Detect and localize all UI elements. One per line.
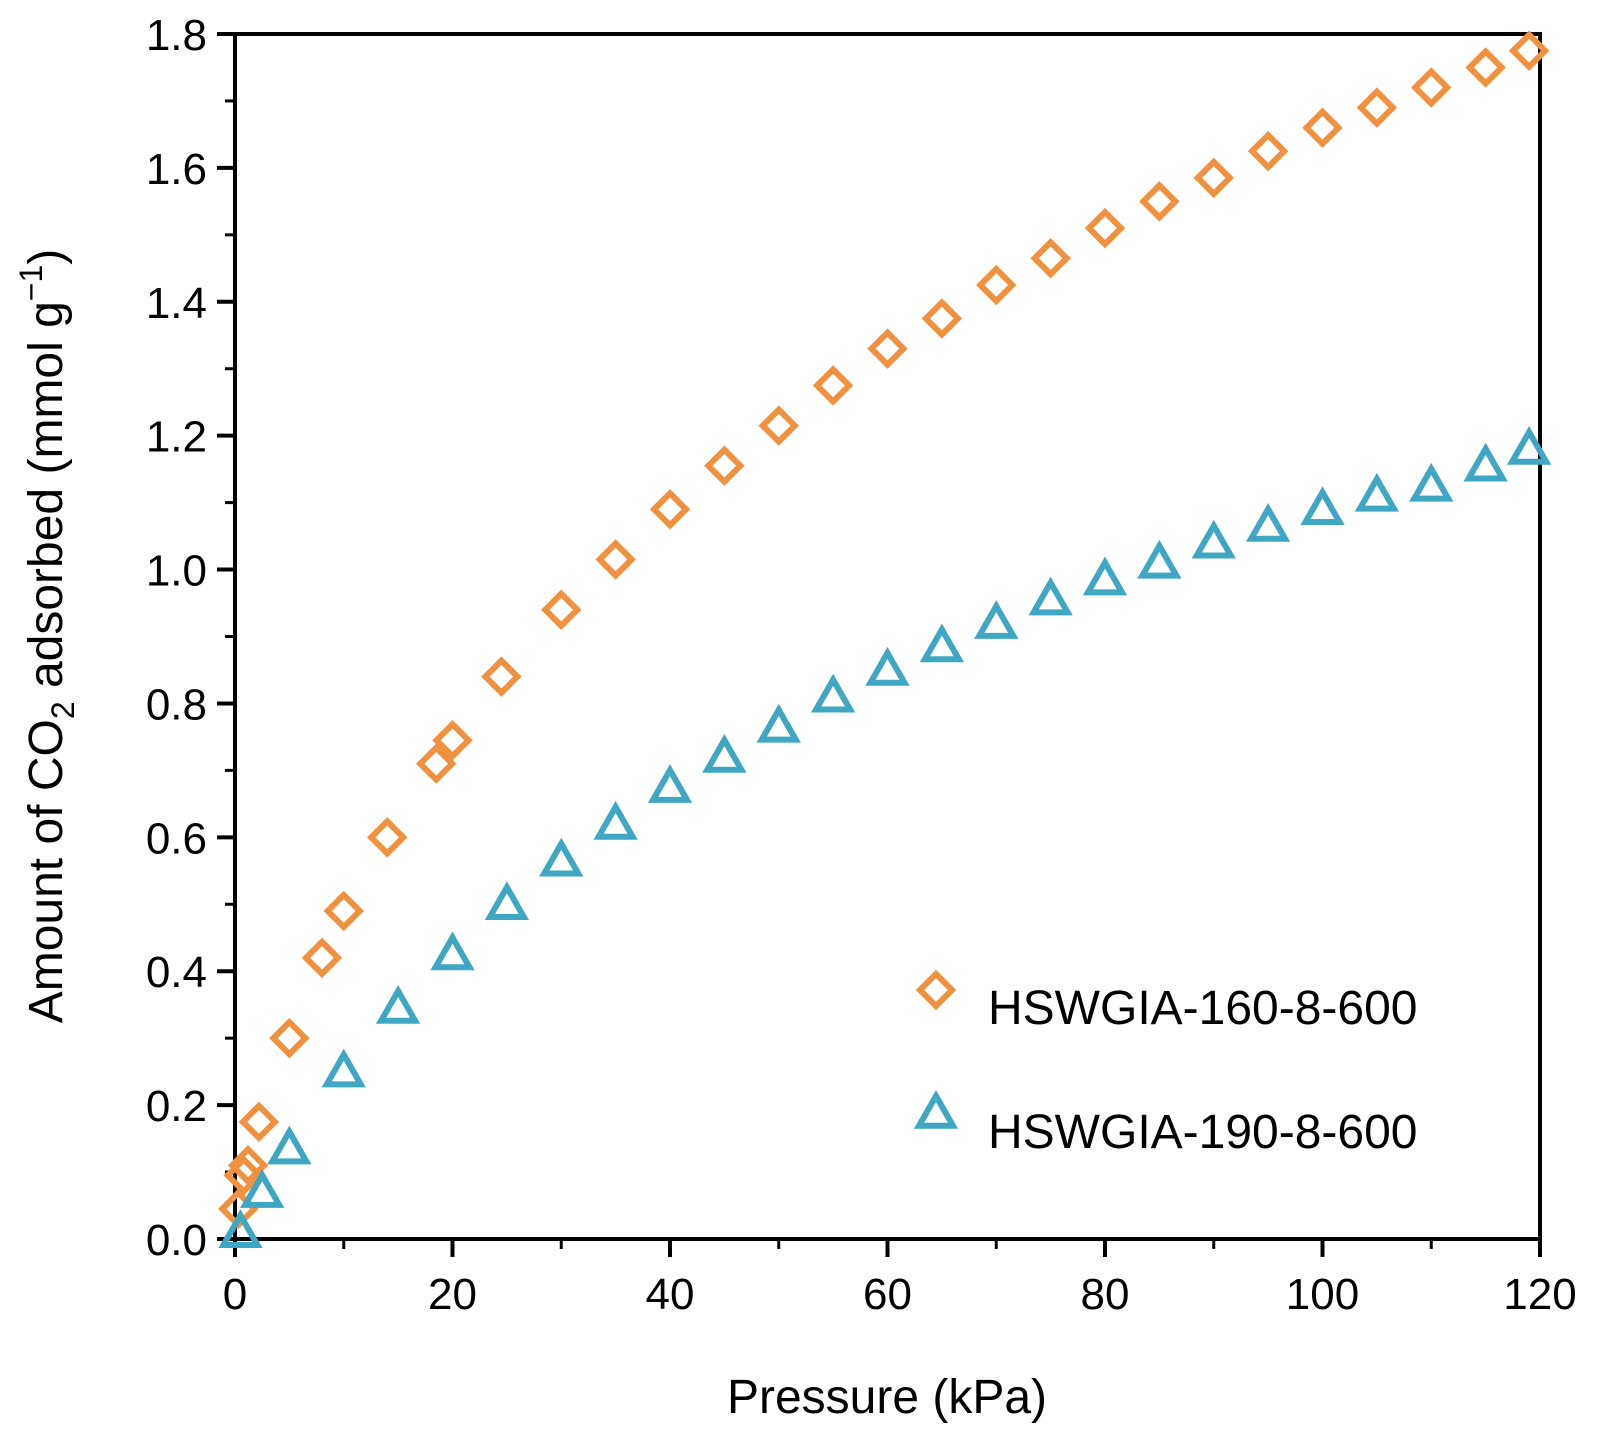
y-tick-label: 1.0 [146,547,207,596]
triangle-point [1191,519,1236,559]
triangle-point [430,931,475,971]
major-ticks [217,32,1542,1257]
triangle-point [702,733,747,773]
diamond-point [758,405,799,446]
triangle-point [810,673,856,713]
diamond-point [595,539,636,580]
triangle-point [974,600,1019,639]
triangle-point [1082,556,1128,596]
diamond-point [649,489,691,530]
diamond-point [704,445,745,487]
y-tick-label: 0.0 [146,1216,207,1265]
x-tick-label: 0 [223,1270,247,1319]
triangle-point [267,1125,312,1165]
triangle-point [1409,462,1454,502]
plot-frame [233,32,1542,1241]
legend-triangle-shape [913,1089,959,1129]
triangle-point [375,984,421,1024]
y-tick-label: 1.8 [146,11,207,60]
triangle-point [1245,502,1291,542]
y-axis-title-prefix: Amount of CO [20,719,73,1023]
triangle-point [1028,576,1073,616]
y-tick-label: 1.4 [146,279,207,328]
y-tick-label: 0.4 [146,948,207,997]
diamond-point [921,298,963,339]
triangle-point [756,703,801,743]
y-tick-label: 1.2 [146,413,207,462]
legend-label-hswgia-160: HSWGIA-160-8-600 [988,982,1418,1035]
legend-label-hswgia-190: HSWGIA-190-8-600 [988,1106,1418,1159]
diamond-point [1084,207,1126,249]
diamond-point [1508,30,1550,71]
x-tick-labels: 0 20 40 60 80 100 120 [223,1270,1577,1319]
diamond-point [1411,67,1452,108]
diamond-point [367,817,408,858]
triangle-point [1463,442,1508,482]
y-axis-title-middle: adsorbed (mmol g [20,301,73,701]
triangle-point [539,837,584,877]
legend-diamond-shape [915,969,957,1011]
series-triangle [218,426,1552,1249]
x-tick-label: 120 [1503,1270,1576,1319]
diamond-point [1247,130,1289,172]
triangle-point [218,1209,263,1249]
diamond-point [1465,47,1506,88]
triangle-point [1354,472,1400,512]
diamond-point [323,890,364,932]
diamond-point [1302,107,1343,148]
diamond-point [415,743,457,784]
triangle-point [484,881,530,921]
x-tick-label: 80 [1081,1270,1130,1319]
triangle-point [240,1169,285,1208]
diamond-point [301,937,343,979]
y-tick-labels: 0.0 0.2 0.4 0.6 0.8 1.0 1.2 1.4 1.6 1.8 [146,11,207,1265]
y-tick-label: 1.6 [146,145,207,194]
diamond-point [1030,238,1071,279]
diamond-point [238,1101,280,1143]
triangle-point [647,764,693,803]
y-axis-title-subscript: 2 [45,701,81,719]
diamond-point [1193,157,1234,199]
diamond-point [1356,87,1398,128]
y-axis-title-suffix: ) [20,249,73,265]
y-axis-title: Amount of CO2 adsorbed (mmol g−1) [13,249,81,1024]
legend-marker-diamond [915,969,957,1011]
x-tick-label: 40 [646,1270,695,1319]
y-tick-label: 0.2 [146,1082,207,1131]
diamond-point [269,1017,310,1059]
y-axis-title-superscript: −1 [13,265,49,301]
diamond-point [812,365,854,406]
triangle-point [919,623,965,663]
x-tick-label: 20 [428,1270,477,1319]
diamond-point [1139,181,1180,222]
diamond-point [432,720,473,761]
triangle-point [593,800,638,840]
triangle-point [865,646,910,686]
diamond-point [867,328,908,369]
y-tick-label: 0.6 [146,814,207,863]
x-tick-label: 60 [863,1270,912,1319]
legend: HSWGIA-160-8-600 HSWGIA-190-8-600 [913,969,1418,1159]
legend-marker-triangle [913,1089,959,1129]
diamond-point [541,589,582,630]
triangle-point [1506,426,1552,465]
triangle-point [1300,486,1345,526]
series-layer [218,30,1552,1249]
diamond-point [227,1145,269,1186]
diamond-point [976,264,1017,306]
x-axis-title: Pressure (kPa) [727,1371,1047,1424]
triangle-point [1137,539,1182,579]
diamond-point [481,656,522,697]
triangle-point [321,1048,366,1088]
x-tick-label: 100 [1286,1270,1359,1319]
y-tick-label: 0.8 [146,680,207,729]
